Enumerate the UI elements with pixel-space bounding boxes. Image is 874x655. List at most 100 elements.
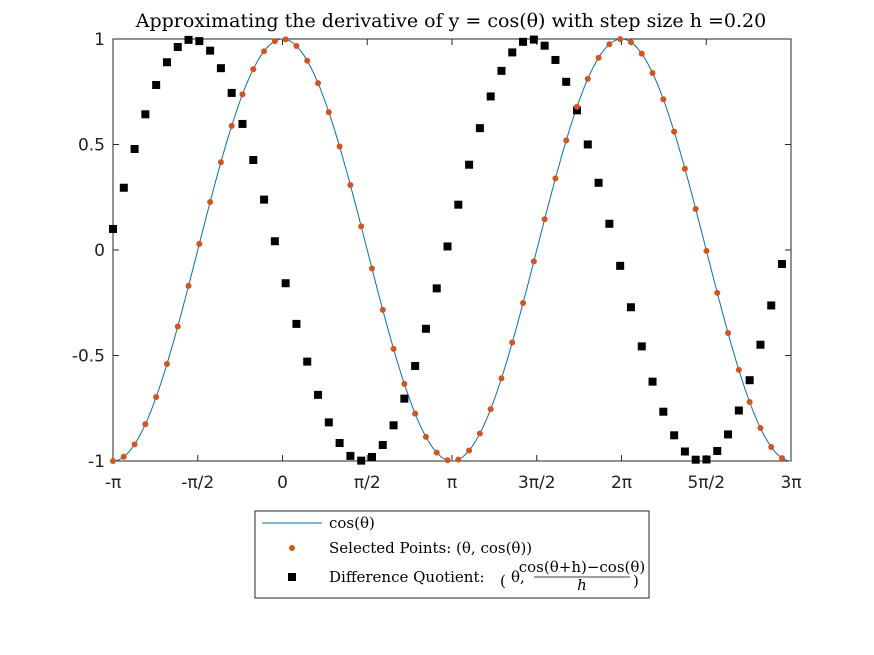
selected-point xyxy=(207,199,214,206)
selected-point xyxy=(336,143,343,150)
difference-quotient-point xyxy=(378,441,387,450)
selected-point xyxy=(574,103,581,110)
difference-quotient-point xyxy=(130,145,139,154)
difference-quotient-point xyxy=(249,155,258,164)
selected-point xyxy=(476,430,483,437)
selected-point xyxy=(735,366,742,373)
difference-quotient-point xyxy=(324,418,333,427)
legend: cos(θ) Selected Points: (θ, cos(θ)) Diff… xyxy=(254,510,650,599)
selected-point xyxy=(153,394,160,401)
selected-point xyxy=(358,223,365,230)
selected-point xyxy=(746,399,753,406)
selected-point xyxy=(315,80,322,87)
difference-quotient-point xyxy=(465,160,474,169)
x-axis: -π -π/2 0 π/2 π 3π/2 2π 5π/2 3π xyxy=(105,39,802,493)
y-tick-label: 0 xyxy=(94,241,105,261)
selected-point xyxy=(520,300,527,307)
selected-point xyxy=(714,289,721,296)
selected-point xyxy=(498,375,505,382)
selected-point xyxy=(617,36,624,43)
selected-point xyxy=(433,449,440,456)
selected-point xyxy=(174,323,181,330)
difference-quotient-point xyxy=(605,219,614,228)
difference-quotient-point xyxy=(432,284,441,293)
legend-circle-swatch xyxy=(289,545,295,551)
difference-quotient-point xyxy=(486,92,495,101)
selected-point xyxy=(390,345,397,352)
selected-point xyxy=(261,48,268,55)
selected-point xyxy=(681,165,688,172)
difference-quotient-point xyxy=(648,377,657,386)
difference-quotient-point xyxy=(756,340,765,349)
legend-fraction-denominator: h xyxy=(577,576,587,594)
difference-quotient-point xyxy=(411,362,420,371)
legend-paren-left: ( xyxy=(500,572,506,590)
difference-quotient-point xyxy=(551,55,560,64)
selected-point xyxy=(131,441,138,448)
y-tick-label: -0.5 xyxy=(72,347,105,367)
selected-point xyxy=(217,159,224,166)
x-tick-label: 5π/2 xyxy=(687,473,725,493)
difference-quotient-point xyxy=(238,119,247,128)
legend-entry-difference-quotient: Difference Quotient: xyxy=(329,568,485,586)
difference-quotient-series xyxy=(109,35,787,465)
selected-point xyxy=(282,36,289,43)
selected-point xyxy=(412,410,419,417)
selected-point xyxy=(779,455,786,462)
difference-quotient-point xyxy=(206,46,215,55)
difference-quotient-point xyxy=(184,35,193,44)
selected-point xyxy=(466,447,473,454)
selected-point xyxy=(347,182,354,189)
selected-point xyxy=(627,39,634,46)
x-tick-label: π/2 xyxy=(354,473,381,493)
y-tick-label: 1 xyxy=(94,30,105,50)
selected-point xyxy=(509,339,516,346)
difference-quotient-point xyxy=(713,446,722,455)
selected-point xyxy=(110,458,116,464)
legend-entry-selected-points: Selected Points: (θ, cos(θ)) xyxy=(329,539,532,557)
plot-area xyxy=(112,38,792,462)
selected-point xyxy=(185,282,192,289)
difference-quotient-point xyxy=(540,41,549,50)
difference-quotient-point xyxy=(173,43,182,52)
difference-quotient-point xyxy=(260,195,269,204)
selected-point xyxy=(142,421,149,428)
difference-quotient-point xyxy=(724,430,733,439)
selected-point xyxy=(487,406,494,413)
difference-quotient-point xyxy=(443,242,452,251)
x-tick-label: 3π xyxy=(780,473,801,493)
difference-quotient-point xyxy=(475,124,484,133)
difference-quotient-point xyxy=(702,455,711,464)
selected-point xyxy=(239,91,246,98)
selected-point xyxy=(563,137,570,144)
difference-quotient-point xyxy=(519,37,528,46)
x-tick-label: π xyxy=(447,473,457,493)
selected-point xyxy=(401,380,408,387)
x-tick-label: 0 xyxy=(277,473,288,493)
legend-square-swatch xyxy=(288,573,296,581)
difference-quotient-point xyxy=(778,259,787,268)
selected-point xyxy=(325,109,332,116)
selected-point xyxy=(541,216,548,223)
cos-series-line xyxy=(112,38,792,462)
difference-quotient-point xyxy=(583,140,592,149)
selected-point xyxy=(552,175,559,182)
difference-quotient-point xyxy=(691,455,700,464)
selected-point xyxy=(368,265,375,272)
difference-quotient-point xyxy=(734,406,743,415)
difference-quotient-point xyxy=(119,183,128,192)
chart-title: Approximating the derivative of y = cos(… xyxy=(135,10,766,32)
y-tick-label: -1 xyxy=(88,452,105,472)
difference-quotient-point xyxy=(637,342,646,351)
selected-points-series xyxy=(110,36,786,464)
difference-quotient-point xyxy=(573,106,582,115)
difference-quotient-point xyxy=(141,110,150,119)
legend-theta: θ, xyxy=(511,568,525,586)
selected-point xyxy=(584,75,591,82)
difference-quotient-point xyxy=(109,224,117,233)
selected-point xyxy=(250,66,257,73)
selected-point xyxy=(660,96,667,103)
selected-point xyxy=(163,361,170,368)
difference-quotient-point xyxy=(314,390,323,399)
